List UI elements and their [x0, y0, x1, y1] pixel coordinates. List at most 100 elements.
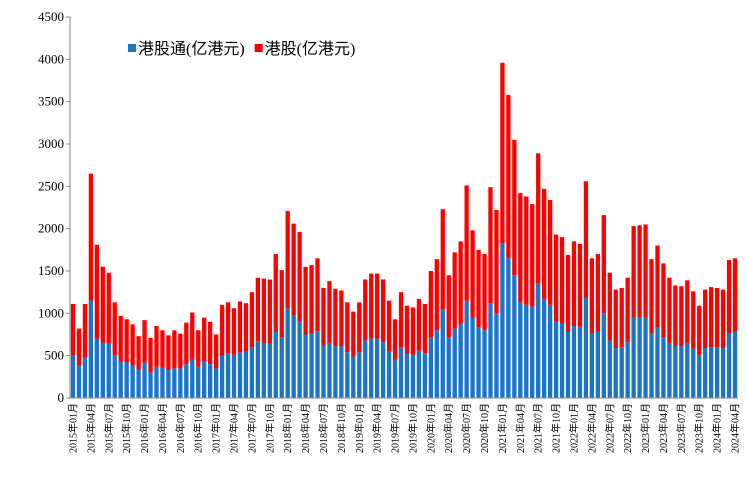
- x-tick-label: 2019年04月: [371, 403, 384, 453]
- bar-segment: [237, 352, 243, 398]
- bar-segment: [685, 280, 690, 344]
- bar-segment: [697, 305, 702, 355]
- bar-segment: [231, 308, 237, 355]
- bar-segment: [392, 319, 398, 360]
- bar-segment: [249, 347, 255, 398]
- x-tick-label: 2023年01月: [639, 403, 652, 453]
- bar-segment: [261, 278, 266, 343]
- bar-segment: [243, 303, 249, 352]
- bar-segment: [297, 232, 302, 322]
- bar-segment: [202, 361, 207, 398]
- bar-segment: [178, 368, 183, 398]
- bar-segment: [327, 281, 332, 343]
- bar-segment: [410, 354, 416, 398]
- bar-segment: [351, 356, 356, 398]
- bar-segment: [422, 304, 428, 354]
- x-tick-label: 2015年01月: [66, 403, 79, 453]
- bar-segment: [464, 185, 469, 301]
- bar-segment: [583, 298, 589, 398]
- bar-segment: [607, 272, 612, 341]
- bar-segment: [428, 271, 433, 338]
- bar-segment: [625, 277, 630, 343]
- x-tick-label: 2021年01月: [496, 403, 509, 453]
- bar-segment: [124, 362, 129, 398]
- bar-segment: [380, 279, 386, 343]
- bar-segment: [106, 342, 111, 398]
- bar-segment: [76, 328, 82, 366]
- x-tick-label: 2019年10月: [406, 403, 419, 453]
- bar-segment: [577, 243, 583, 327]
- bar-segment: [267, 279, 272, 344]
- bar-segment: [542, 188, 547, 299]
- bar-segment: [649, 259, 654, 334]
- bar-segment: [720, 289, 726, 349]
- x-tick-label: 2021年04月: [514, 403, 527, 453]
- bar-segment: [398, 347, 404, 398]
- bar-segment: [512, 139, 517, 276]
- x-tick-label: 2020年01月: [424, 403, 437, 453]
- bar-segment: [88, 173, 94, 301]
- bar-segment: [553, 321, 559, 398]
- bar-segment: [225, 302, 231, 354]
- bar-segment: [506, 258, 511, 398]
- bar-segment: [452, 328, 457, 398]
- bar-segment: [524, 196, 529, 305]
- x-tick-label: 2019年01月: [353, 403, 366, 453]
- y-tick-label: 0: [58, 390, 65, 405]
- bar-segment: [208, 364, 213, 398]
- bar-segment: [70, 304, 76, 356]
- bar-segment: [100, 342, 105, 398]
- bar-segment: [482, 330, 487, 398]
- bar-segment: [148, 372, 153, 398]
- x-tick-label: 2017年07月: [245, 403, 258, 453]
- bar-segment: [667, 277, 672, 343]
- bar-segment: [327, 342, 332, 398]
- bar-segment: [619, 347, 624, 398]
- bar-segment: [559, 237, 565, 324]
- bar-segment: [291, 315, 296, 398]
- bar-segment: [154, 366, 159, 398]
- bar-segment: [601, 215, 606, 314]
- bar-segment: [297, 321, 302, 398]
- x-tick-label: 2020年10月: [478, 403, 491, 453]
- x-tick-label: 2018年07月: [317, 403, 330, 453]
- bar-segment: [184, 364, 189, 398]
- bar-segment: [452, 252, 457, 329]
- bar-segment: [661, 263, 666, 338]
- bar-segment: [512, 275, 517, 398]
- bar-segment: [160, 367, 165, 398]
- bar-segment: [440, 309, 445, 398]
- bar-segment: [285, 210, 290, 309]
- bar-segment: [613, 348, 618, 398]
- bar-segment: [166, 370, 171, 398]
- bar-segment: [571, 326, 577, 398]
- bar-segment: [106, 272, 111, 343]
- x-tick-label: 2017年10月: [263, 403, 276, 453]
- bar-segment: [637, 225, 642, 318]
- bar-segment: [470, 230, 475, 318]
- bar-segment: [506, 94, 511, 259]
- bar-segment: [142, 320, 147, 363]
- bar-segment: [369, 338, 374, 398]
- bar-segment: [726, 259, 732, 334]
- bar-segment: [547, 199, 553, 305]
- bar-segment: [536, 153, 541, 284]
- bar-segment: [655, 327, 660, 398]
- bar-segment: [345, 302, 350, 353]
- bar-segment: [398, 292, 404, 348]
- bar-segment: [488, 303, 493, 398]
- bar-segment: [136, 370, 141, 398]
- bar-segment: [732, 258, 738, 332]
- bar-segment: [631, 317, 636, 398]
- x-tick-label: 2020年07月: [460, 403, 473, 453]
- legend-label: 港股通(亿港元): [138, 40, 245, 58]
- bar-segment: [94, 338, 99, 398]
- bar-segment: [136, 336, 141, 371]
- x-tick-label: 2023年07月: [675, 403, 688, 453]
- bar-segment: [190, 359, 195, 398]
- bar-segment: [386, 300, 392, 352]
- bar-segment: [577, 326, 583, 398]
- bar-segment: [649, 333, 654, 398]
- bar-segment: [309, 265, 314, 334]
- x-tick-label: 2023年10月: [693, 403, 706, 453]
